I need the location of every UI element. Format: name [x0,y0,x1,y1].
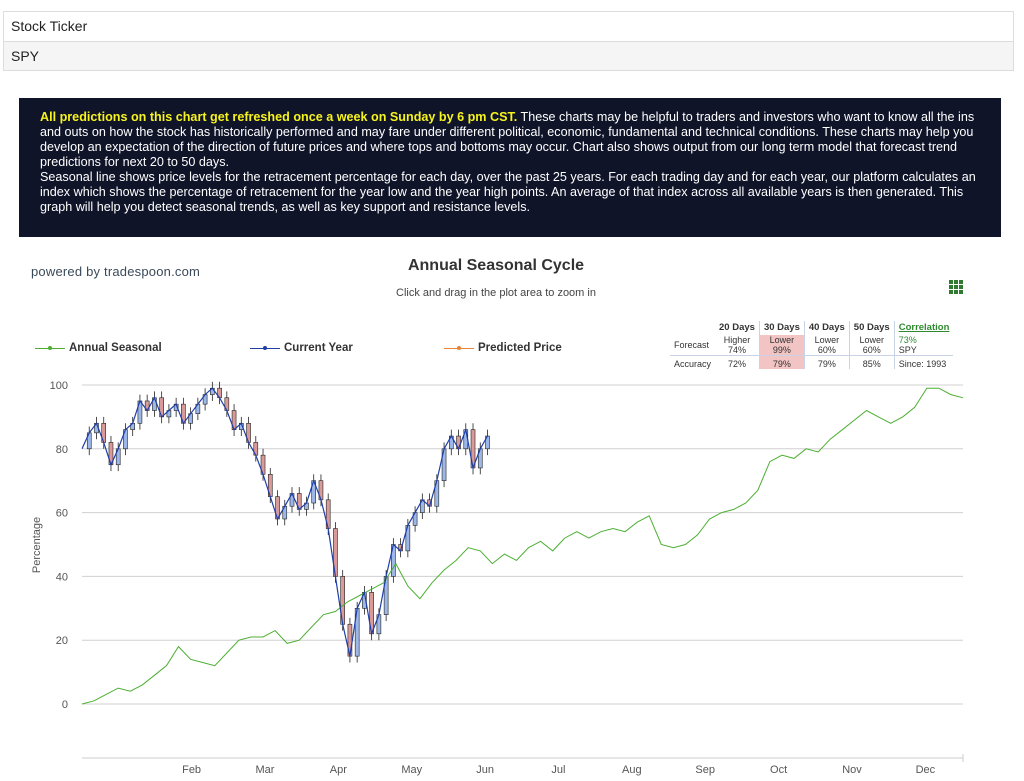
x-tick-label: Jun [476,764,494,776]
fc-header-40: 40 Days [803,321,850,335]
legend-predicted-line-icon [444,345,474,350]
x-tick-label: Jul [551,764,565,776]
powered-by[interactable]: powered by tradespoon.com [31,264,201,279]
x-tick-label: Dec [916,764,936,776]
ticker-label: Stock Ticker [11,18,88,34]
info-text-2: Seasonal line shows price levels for the… [40,170,976,214]
y-tick-label: 40 [56,571,68,583]
fc-since: Since: 1993 [893,355,954,369]
y-axis-label: Percentage [31,517,43,573]
legend-annual-seasonal[interactable]: Annual Seasonal [35,342,162,354]
chart-plot[interactable]: 0 20 40 60 80 100 Feb Mar Apr May Jun Jul Aug Sep Oct… [0,370,1000,781]
y-tick-label: 0 [62,699,68,711]
y-axis-ticks: 0 20 40 60 80 100 [50,380,68,711]
fc-header-50: 50 Days [848,321,895,335]
y-tick-label: 60 [56,508,68,520]
x-tick-label: Nov [842,764,862,776]
legend-current-label: Current Year [284,342,353,354]
y-tick-label: 80 [56,444,68,456]
fc-forecast-20: Higher 74% [723,335,751,355]
x-axis-ticks: Feb Mar Apr May Jun Jul Aug Sep Oct Nov Dec [82,754,964,776]
series-annual-seasonal [81,387,964,705]
fc-header-30: 30 Days [758,321,805,335]
info-highlight: All predictions on this chart get refres… [40,110,518,124]
legend-seasonal-label: Annual Seasonal [69,342,162,354]
legend-seasonal-line-icon [35,345,65,350]
info-paragraph-1: All predictions on this chart get refres… [40,110,981,170]
x-tick-label: Oct [770,764,787,776]
series-current-year [81,387,489,657]
ticker-value[interactable]: SPY [4,41,1013,70]
chart-subtitle: Click and drag in the plot area to zoom … [396,287,596,299]
correlation-link[interactable]: Correlation [898,322,950,333]
chart-menu-icon[interactable] [949,280,963,294]
x-tick-label: Sep [695,764,715,776]
y-tick-label: 100 [50,380,68,392]
info-box: All predictions on this chart get refres… [19,98,1001,237]
x-tick-label: Feb [182,764,201,776]
fc-forecast-40: Lower 60% [803,335,850,356]
info-text-1: These charts may be helpful to traders a… [40,110,975,169]
fc-forecast-50: Lower 60% [848,335,895,356]
fc-correlation: 73% SPY [893,335,954,356]
fc-accuracy-40: 79% [803,355,850,369]
fc-accuracy-20: 72% [715,355,760,369]
y-tick-label: 20 [56,635,68,647]
x-tick-label: May [401,764,422,776]
ticker-table: Stock Ticker SPY [3,11,1014,71]
chart-title: Annual Seasonal Cycle [407,257,585,274]
legend-predicted-price[interactable]: Predicted Price [444,342,562,354]
x-tick-label: Mar [255,764,274,776]
current-year-candles [86,381,490,663]
fc-forecast-30: Lower 99% [758,335,805,356]
fc-header-20: 20 Days [719,322,755,333]
fc-forecast-label: Forecast [674,340,710,350]
forecast-table: 20 Days 30 Days 40 Days 50 Days Correlat… [670,321,954,369]
legend-predicted-label: Predicted Price [478,342,562,354]
fc-accuracy-30: 79% [758,355,805,369]
x-tick-label: Apr [330,764,347,776]
chart-series [81,387,964,705]
legend-current-year[interactable]: Current Year [250,342,353,354]
x-tick-label: Aug [622,764,642,776]
chart-grid [82,384,963,705]
fc-accuracy-label: Accuracy [670,355,716,369]
fc-accuracy-50: 85% [848,355,895,369]
legend-current-line-icon [250,345,280,350]
